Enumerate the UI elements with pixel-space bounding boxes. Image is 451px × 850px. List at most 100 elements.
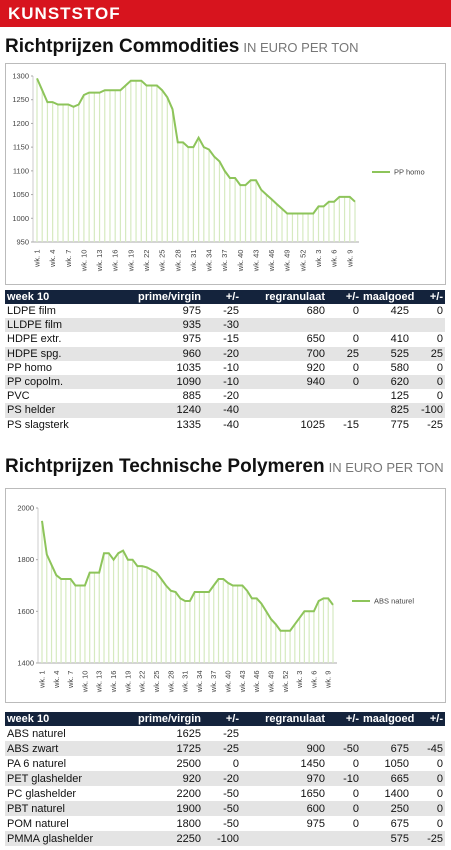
table-cell: maalgoed xyxy=(361,290,415,304)
table-cell xyxy=(411,726,445,741)
x-tick-label: wk. 6 xyxy=(330,250,339,269)
table-cell xyxy=(361,318,411,333)
table-cell: -50 xyxy=(223,817,239,830)
table-cell: 0 xyxy=(436,361,443,374)
table-cell: PVC xyxy=(7,390,30,403)
table-cell xyxy=(327,389,361,403)
title-text: Richtprijzen Commodities xyxy=(5,36,240,57)
x-tick-label: wk. 49 xyxy=(283,250,292,273)
table-cell: 2200 xyxy=(176,787,201,800)
table-cell: 0 xyxy=(436,757,443,770)
table-row: PP homo 1035 -10 920 0 580 0 xyxy=(5,361,445,375)
table-cell: -25 xyxy=(223,305,239,318)
x-tick-label: wk. 40 xyxy=(236,249,245,272)
x-tick-label: wk. 25 xyxy=(152,671,161,694)
table-cell: +/- xyxy=(203,712,241,726)
table-cell: -20 xyxy=(203,346,241,361)
table-cell: -20 xyxy=(203,771,241,786)
y-tick-label: 950 xyxy=(16,238,29,247)
table-cell: 0 xyxy=(232,757,239,770)
table-cell: 580 xyxy=(390,361,409,374)
x-tick-label: wk. 22 xyxy=(142,250,151,273)
table-cell: -15 xyxy=(343,418,359,431)
table-cell: -25 xyxy=(427,418,443,431)
table-cell xyxy=(241,403,327,418)
table-cell: week 10 xyxy=(5,290,111,304)
table-cell: ABS naturel xyxy=(7,727,66,740)
table-cell: PC glashelder xyxy=(7,787,77,800)
price-table: week 10 prime/virgin +/- regranulaat +/- maal… xyxy=(5,290,445,432)
table-cell: 0 xyxy=(411,771,445,786)
table-cell: 125 xyxy=(390,390,409,403)
table-cell: 1800 xyxy=(176,817,201,830)
table-cell: +/- xyxy=(411,290,445,304)
table-cell: 0 xyxy=(352,787,359,800)
table-cell: +/- xyxy=(327,290,361,304)
price-table: week 10 prime/virgin +/- regranulaat +/- maal… xyxy=(5,712,445,846)
title-text: Richtprijzen Technische Polymeren xyxy=(5,456,325,477)
y-tick-label: 1300 xyxy=(12,72,29,81)
x-tick-label: wk. 13 xyxy=(95,250,104,273)
table-cell: 0 xyxy=(436,787,443,800)
table-cell: week 10 xyxy=(5,712,111,726)
y-tick-label: 1100 xyxy=(13,166,29,175)
table-cell: 1450 xyxy=(300,757,325,770)
table-row: PMMA glashelder 2250 -100 575 -25 xyxy=(5,831,445,846)
x-tick-label: wk. 9 xyxy=(324,671,333,690)
table-cell: prime/virgin xyxy=(111,290,203,304)
table-row: PA 6 naturel 2500 0 1450 0 1050 0 xyxy=(5,756,445,771)
x-tick-label: wk. 43 xyxy=(238,671,247,694)
table-cell: 0 xyxy=(327,374,361,390)
table-row: PET glashelder 920 -20 970 -10 665 0 xyxy=(5,771,445,786)
table-cell: 2250 xyxy=(111,831,203,846)
table-cell: -40 xyxy=(203,403,241,418)
table-cell: 675 xyxy=(361,741,411,756)
x-tick-label: wk. 43 xyxy=(251,249,260,272)
x-tick-label: wk. 22 xyxy=(138,671,147,694)
table-cell: LDPE film xyxy=(7,305,56,318)
table-row: PS slagsterk 1335 -40 1025 -15 775 -25 xyxy=(5,418,445,432)
x-tick-label: wk. 7 xyxy=(64,250,73,269)
table-row: PBT naturel 1900 -50 600 0 250 0 xyxy=(5,801,445,816)
table-cell: 2500 xyxy=(176,757,201,770)
table-cell: 1035 xyxy=(176,361,201,374)
table-cell: +/- xyxy=(203,290,241,304)
table-cell: 940 xyxy=(241,374,327,390)
table-cell xyxy=(241,831,327,846)
x-tick-label: wk. 37 xyxy=(220,250,229,273)
x-tick-label: wk. 1 xyxy=(38,671,47,690)
table-cell: -10 xyxy=(223,361,239,374)
table-cell: 665 xyxy=(361,771,411,786)
table-row: PVC 885 -20 125 0 xyxy=(5,389,445,403)
table-cell: LLDPE film xyxy=(5,318,111,333)
table-cell xyxy=(241,389,327,403)
table-cell: -100 xyxy=(203,831,241,846)
table-cell: 960 xyxy=(111,346,203,361)
x-tick-label: wk. 34 xyxy=(195,671,204,694)
table-row: HDPE extr. 975 -15 650 0 410 0 xyxy=(5,332,445,346)
x-tick-label: wk. 16 xyxy=(111,250,120,273)
table-cell: 575 xyxy=(361,831,411,846)
y-tick-label: 1800 xyxy=(17,555,34,564)
table-cell: 1050 xyxy=(384,757,409,770)
table-cell: 0 xyxy=(436,390,443,403)
chart-title: Richtprijzen Commodities IN EURO PER TON xyxy=(5,36,358,58)
table-cell: 620 xyxy=(361,374,411,390)
table-cell: 675 xyxy=(390,817,409,830)
table-cell: 1900 xyxy=(111,801,203,816)
table-row: PC glashelder 2200 -50 1650 0 1400 0 xyxy=(5,786,445,801)
table-cell: 0 xyxy=(352,757,359,770)
table-cell: -25 xyxy=(411,831,445,846)
x-tick-label: wk. 52 xyxy=(281,671,290,694)
x-tick-label: wk. 52 xyxy=(298,250,307,273)
table-cell: 1650 xyxy=(300,787,325,800)
legend-label: PP homo xyxy=(394,168,425,177)
table-cell xyxy=(241,726,327,741)
table-cell: regranulaat xyxy=(241,290,327,304)
section-header: KUNSTSTOF xyxy=(0,0,451,27)
table-cell: +/- xyxy=(327,712,361,726)
table-cell: 0 xyxy=(436,305,443,318)
header-title: KUNSTSTOF xyxy=(8,4,121,23)
table-cell: -30 xyxy=(203,318,241,333)
y-tick-label: 1200 xyxy=(12,119,29,128)
